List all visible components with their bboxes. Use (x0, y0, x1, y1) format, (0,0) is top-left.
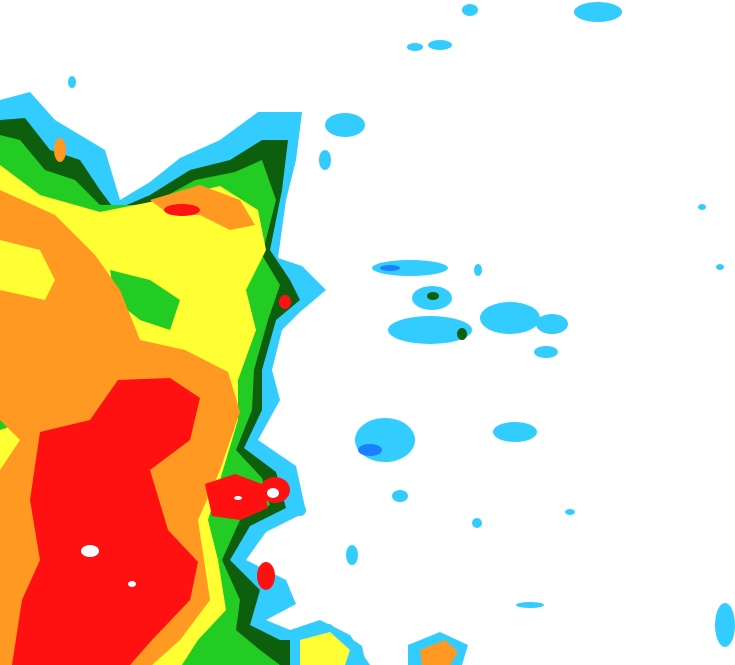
echo-light (474, 264, 482, 276)
echo-light (428, 40, 452, 50)
echo-light (68, 76, 76, 88)
echo-light (355, 418, 415, 462)
echo-yellow-patch (0, 240, 55, 300)
echo-light (392, 490, 408, 502)
echo-orange (150, 185, 255, 230)
echo-light (372, 260, 448, 276)
echo-light (472, 518, 482, 528)
echo-core (128, 581, 136, 587)
echo-light (462, 4, 478, 16)
scattered-dark (427, 292, 467, 340)
echo-light (536, 314, 568, 334)
echo-red (164, 204, 200, 216)
echo-light (574, 2, 622, 22)
echo-red (12, 378, 200, 665)
echo-light (493, 422, 537, 442)
echo-green-patch (110, 270, 180, 330)
echo-light (716, 264, 724, 270)
echo-light (715, 603, 735, 647)
echo-red (257, 562, 275, 590)
echo-light (565, 509, 575, 515)
echo-dark-green (427, 292, 439, 300)
echo-core (234, 496, 242, 500)
scattered-echoes (68, 2, 735, 647)
echo-light (346, 545, 358, 565)
echo-blue (380, 265, 400, 271)
echo-core (267, 488, 279, 498)
echo-yellow (300, 632, 350, 665)
scattered-blue (358, 265, 400, 456)
echo-red (279, 295, 291, 309)
echo-light (325, 113, 365, 137)
echo-light (698, 204, 706, 210)
echo-light (388, 316, 472, 344)
echo-blue (358, 444, 382, 456)
echo-dark-green (457, 328, 467, 340)
echo-light (319, 150, 331, 170)
echo-orange (420, 640, 458, 665)
echo-light (294, 504, 306, 516)
echo-orange (54, 138, 66, 162)
echo-light (480, 302, 540, 334)
echo-core (81, 545, 99, 557)
echo-light (407, 43, 423, 51)
echo-light (516, 602, 544, 608)
echo-light (534, 346, 558, 358)
